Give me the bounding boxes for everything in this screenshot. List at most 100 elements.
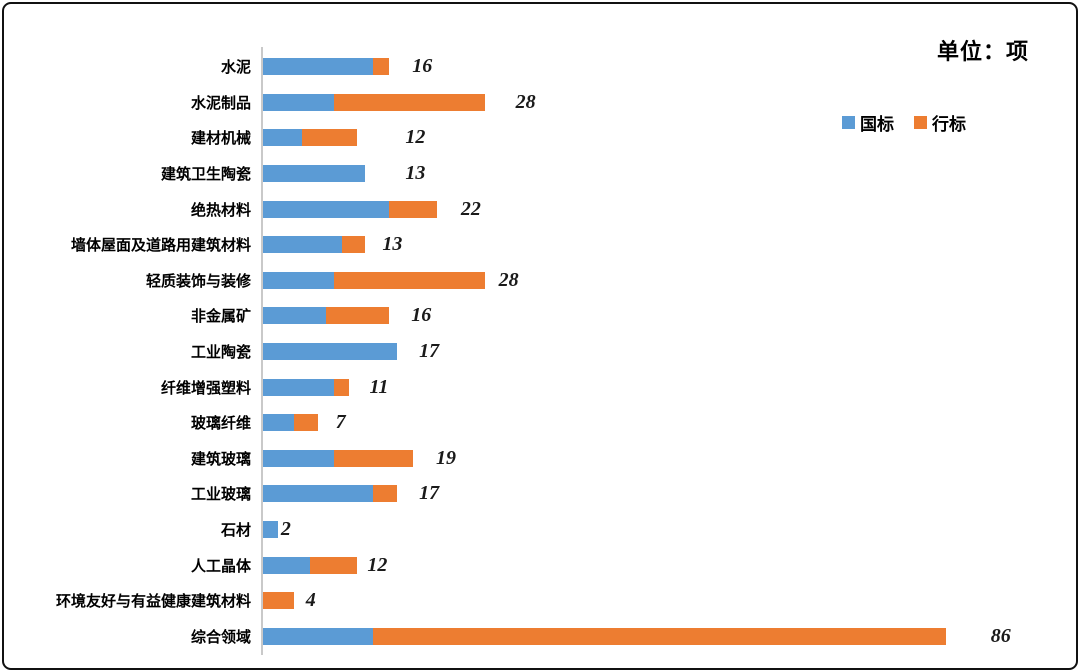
category-label: 水泥 <box>220 59 251 77</box>
bar-segment-hangbiao <box>301 129 358 147</box>
category-label: 非金属矿 <box>190 308 251 326</box>
total-value-label: 13 <box>405 162 426 185</box>
unit-label: 单位：项 <box>937 39 1030 64</box>
total-value-label: 12 <box>367 553 388 576</box>
bar-segment-guobiao <box>262 627 374 645</box>
bar-row: 工业玻璃 17 <box>4 476 1080 512</box>
bar-segment-hangbiao <box>373 627 946 645</box>
total-value-label: 28 <box>515 90 536 113</box>
category-label: 石材 <box>220 522 251 540</box>
legend-swatch-guobiao <box>842 116 855 129</box>
bar-segment-hangbiao <box>333 93 485 111</box>
category-label: 纤维增强塑料 <box>160 379 251 397</box>
bar-row: 水泥 16 <box>4 49 1080 85</box>
bar-track: 16 <box>262 298 1080 334</box>
bar-segment-hangbiao <box>293 414 318 432</box>
bar-segment-guobiao <box>262 93 334 111</box>
bar-row: 绝热材料 22 <box>4 191 1080 227</box>
bar-segment-guobiao <box>262 165 366 183</box>
bar-track: 16 <box>262 49 1080 85</box>
total-value-label: 2 <box>280 518 291 541</box>
bar-row: 纤维增强塑料 11 <box>4 369 1080 405</box>
legend-label-guobiao: 国标 <box>860 115 894 134</box>
bar-track: 4 <box>262 583 1080 619</box>
bar-track: 17 <box>262 476 1080 512</box>
bar-track: 13 <box>262 156 1080 192</box>
bar-segment-hangbiao <box>389 200 437 218</box>
bar-segment-hangbiao <box>333 449 414 467</box>
bar-row: 工业陶瓷 17 <box>4 334 1080 370</box>
category-label: 水泥制品 <box>190 94 251 112</box>
bar-segment-guobiao <box>262 556 310 574</box>
category-label: 综合领域 <box>190 628 251 646</box>
y-axis-line <box>261 47 263 655</box>
total-value-label: 16 <box>411 304 432 327</box>
bar-row: 建材机械 12 <box>4 120 1080 156</box>
bar-row: 非金属矿 16 <box>4 298 1080 334</box>
total-value-label: 13 <box>382 233 403 256</box>
category-label: 绝热材料 <box>190 201 251 219</box>
bar-track: 28 <box>262 263 1080 299</box>
bar-segment-hangbiao <box>341 236 366 254</box>
bar-track: 12 <box>262 547 1080 583</box>
bar-segment-guobiao <box>262 378 334 396</box>
bar-segment-guobiao <box>262 129 302 147</box>
bar-track: 2 <box>262 512 1080 548</box>
bar-segment-guobiao <box>262 485 374 503</box>
bar-segment-guobiao <box>262 200 390 218</box>
bar-row: 建筑玻璃 19 <box>4 441 1080 477</box>
bar-row: 石材 2 <box>4 512 1080 548</box>
bar-segment-guobiao <box>262 343 398 361</box>
bar-segment-guobiao <box>262 58 374 76</box>
bar-segment-guobiao <box>262 307 326 325</box>
bar-row: 墙体屋面及道路用建筑材料 13 <box>4 227 1080 263</box>
bar-track: 22 <box>262 191 1080 227</box>
total-value-label: 17 <box>419 482 440 505</box>
bar-segment-hangbiao <box>325 307 390 325</box>
total-value-label: 4 <box>305 589 316 612</box>
total-value-label: 11 <box>369 375 389 398</box>
category-label: 工业陶瓷 <box>190 344 251 362</box>
legend-label-hangbiao: 行标 <box>932 115 966 134</box>
total-value-label: 19 <box>436 446 457 469</box>
bar-track: 19 <box>262 441 1080 477</box>
bar-track: 17 <box>262 334 1080 370</box>
bar-segment-hangbiao <box>262 592 294 610</box>
bar-row: 人工晶体 12 <box>4 547 1080 583</box>
bar-track: 13 <box>262 227 1080 263</box>
category-label: 轻质装饰与装修 <box>145 272 251 290</box>
category-label: 玻璃纤维 <box>190 415 251 433</box>
legend-item-guobiao: 国标 <box>842 110 894 135</box>
legend-item-hangbiao: 行标 <box>914 110 966 135</box>
bar-track: 28 <box>262 85 1080 121</box>
total-value-label: 22 <box>460 197 481 220</box>
bar-segment-guobiao <box>262 521 278 539</box>
plot-area: 水泥 16 水泥制品 28 建材机械 12 建筑卫生陶瓷 13 绝热材料 <box>4 49 1080 654</box>
category-label: 建筑玻璃 <box>190 450 251 468</box>
bar-track: 11 <box>262 369 1080 405</box>
bar-segment-guobiao <box>262 271 334 289</box>
bar-segment-hangbiao <box>373 58 390 76</box>
category-label: 环境友好与有益健康建筑材料 <box>55 593 251 611</box>
bar-track: 7 <box>262 405 1080 441</box>
total-value-label: 86 <box>990 624 1011 647</box>
legend: 国标 行标 <box>842 110 966 135</box>
bar-track: 12 <box>262 120 1080 156</box>
legend-swatch-hangbiao <box>914 116 927 129</box>
bar-row: 轻质装饰与装修 28 <box>4 263 1080 299</box>
category-label: 墙体屋面及道路用建筑材料 <box>70 237 251 255</box>
bar-segment-guobiao <box>262 449 334 467</box>
bar-rows: 水泥 16 水泥制品 28 建材机械 12 建筑卫生陶瓷 13 绝热材料 <box>4 49 1080 654</box>
bar-segment-guobiao <box>262 236 342 254</box>
bar-segment-hangbiao <box>333 271 485 289</box>
bar-row: 玻璃纤维 7 <box>4 405 1080 441</box>
bar-segment-hangbiao <box>373 485 398 503</box>
bar-row: 综合领域 86 <box>4 619 1080 655</box>
total-value-label: 28 <box>498 268 519 291</box>
total-value-label: 7 <box>335 411 346 434</box>
total-value-label: 17 <box>419 340 440 363</box>
category-label: 工业玻璃 <box>190 486 251 504</box>
bar-segment-hangbiao <box>309 556 358 574</box>
total-value-label: 16 <box>412 55 433 78</box>
